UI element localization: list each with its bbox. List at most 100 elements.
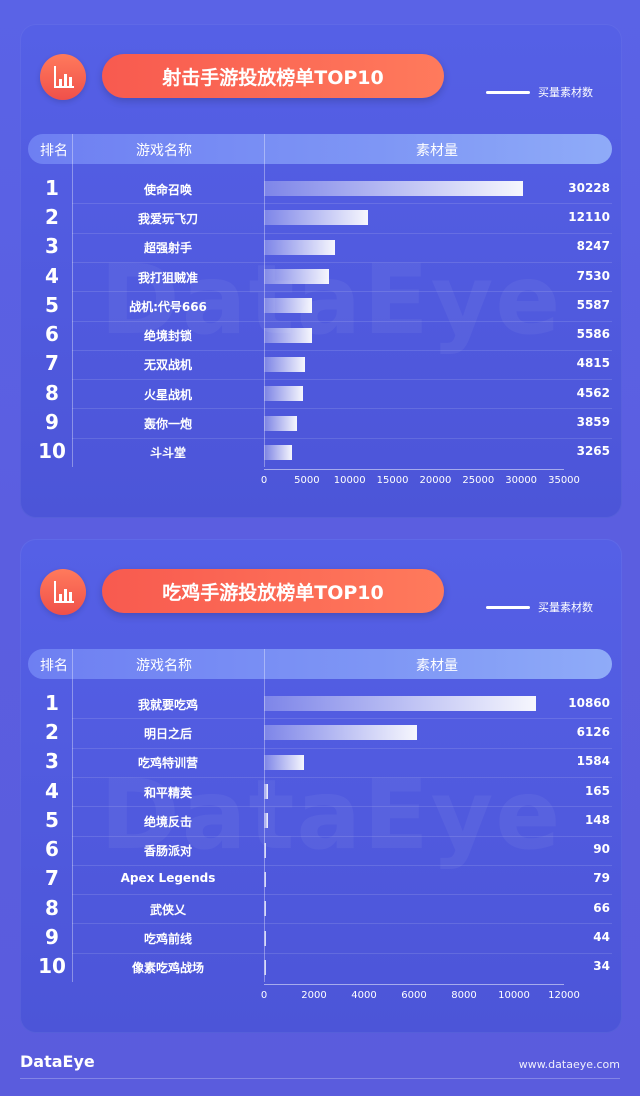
row-divider <box>72 806 612 808</box>
x-axis-line <box>264 984 564 985</box>
row-divider <box>72 923 612 925</box>
value-label: 5587 <box>576 297 610 312</box>
bar-mark <box>264 842 267 858</box>
legend-line-icon <box>486 90 530 94</box>
bar-mark <box>264 356 306 372</box>
category-label: 明日之后 <box>143 726 192 741</box>
x-tick-label: 15000 <box>376 475 409 486</box>
legend-label: 买量素材数 <box>538 601 593 614</box>
rank-label: 10 <box>38 954 66 979</box>
category-label: 吃鸡特训营 <box>137 756 198 771</box>
bar-mark <box>264 298 312 314</box>
category-label: 使命召唤 <box>143 182 192 197</box>
value-label: 34 <box>593 959 610 974</box>
bar-mark <box>264 696 536 712</box>
row-divider <box>72 320 612 322</box>
column-divider <box>72 649 73 982</box>
value-label: 148 <box>584 812 610 827</box>
rank-label: 4 <box>45 263 59 288</box>
category-label: 像素吃鸡战场 <box>131 961 204 976</box>
bar-mark <box>264 269 329 285</box>
category-label: 轰你一炮 <box>143 417 192 432</box>
shooter-chart-panel: DataEye 射击手游投放榜单TOP10 买量素材数 排名 游戏名称 素材量 … <box>20 24 622 518</box>
header-name: 游戏名称 <box>136 143 192 159</box>
rank-label: 9 <box>45 410 59 435</box>
bar-mark <box>264 725 418 741</box>
value-label: 3859 <box>576 415 610 430</box>
battle-royale-chart-panel: DataEye 吃鸡手游投放榜单TOP10 买量素材数 排名 游戏名称 素材量 … <box>20 539 622 1033</box>
category-label: 绝境反击 <box>143 814 192 829</box>
x-tick-label: 0 <box>260 990 268 1001</box>
rank-label: 7 <box>45 351 59 376</box>
x-tick-label: 25000 <box>462 475 495 486</box>
category-label: 吃鸡前线 <box>143 932 192 947</box>
bar-mark <box>264 930 266 946</box>
legend: 买量素材数 <box>486 599 593 615</box>
category-label: 香肠派对 <box>143 844 192 859</box>
x-tick-label: 35000 <box>548 475 580 486</box>
category-label: 武侠乂 <box>149 902 186 917</box>
header-value: 素材量 <box>416 658 458 674</box>
legend: 买量素材数 <box>486 84 593 100</box>
category-label: 战机:代号666 <box>129 299 207 314</box>
x-tick-label: 2000 <box>301 990 327 1001</box>
category-label: 斗斗堂 <box>149 446 186 461</box>
category-label: 无双战机 <box>143 358 192 373</box>
x-tick-label: 30000 <box>505 475 538 486</box>
column-divider <box>72 134 73 467</box>
row-divider <box>72 437 612 439</box>
rank-label: 7 <box>45 866 59 891</box>
bar-mark <box>264 327 312 343</box>
bar-chart-icon <box>40 54 86 100</box>
category-label: 超强射手 <box>143 241 192 256</box>
rank-label: 1 <box>45 175 59 200</box>
row-divider <box>72 952 612 954</box>
bar-mark <box>264 959 266 975</box>
value-label: 10860 <box>568 695 610 710</box>
value-label: 7530 <box>576 268 610 283</box>
x-tick-label: 5000 <box>294 475 320 486</box>
value-label: 12110 <box>568 209 610 224</box>
category-label: 我爱玩飞刀 <box>137 211 198 226</box>
category-label: Apex Legends <box>120 871 216 886</box>
rank-label: 2 <box>45 719 59 744</box>
category-label: 火星战机 <box>143 387 192 402</box>
value-label: 4562 <box>576 385 610 400</box>
x-tick-label: 8000 <box>451 990 477 1001</box>
legend-label: 买量素材数 <box>538 86 593 99</box>
x-axis-line <box>264 469 564 470</box>
value-label: 79 <box>593 871 610 886</box>
rank-label: 10 <box>38 439 66 464</box>
x-tick-label: 10000 <box>333 475 366 486</box>
category-label: 绝境封锁 <box>143 329 192 344</box>
row-divider <box>72 349 612 351</box>
value-label: 5586 <box>576 327 610 342</box>
value-label: 90 <box>593 842 610 857</box>
watermark: DataEye <box>100 759 563 871</box>
table-header: 排名 游戏名称 素材量 <box>28 134 612 164</box>
bar-mark <box>264 754 304 770</box>
x-tick-label: 20000 <box>419 475 452 486</box>
x-tick-label: 12000 <box>548 990 580 1001</box>
rank-label: 8 <box>45 895 59 920</box>
rank-label: 4 <box>45 778 59 803</box>
x-tick-label: 6000 <box>401 990 427 1001</box>
header-rank: 排名 <box>40 143 68 159</box>
chart-title: 射击手游投放榜单TOP10 <box>102 54 444 98</box>
x-tick-label: 10000 <box>498 990 530 1001</box>
value-label: 66 <box>593 900 610 915</box>
value-label: 165 <box>584 783 610 798</box>
value-label: 3265 <box>576 444 610 459</box>
value-label: 30228 <box>568 180 610 195</box>
rank-label: 3 <box>45 749 59 774</box>
row-divider <box>72 261 612 263</box>
bar-mark <box>264 444 292 460</box>
x-tick-label: 4000 <box>351 990 377 1001</box>
row-divider <box>72 203 612 205</box>
row-divider <box>72 379 612 381</box>
value-label: 44 <box>593 930 610 945</box>
bar-mark <box>264 813 268 829</box>
category-label: 和平精英 <box>143 785 192 800</box>
rank-label: 5 <box>45 807 59 832</box>
row-divider <box>72 408 612 410</box>
